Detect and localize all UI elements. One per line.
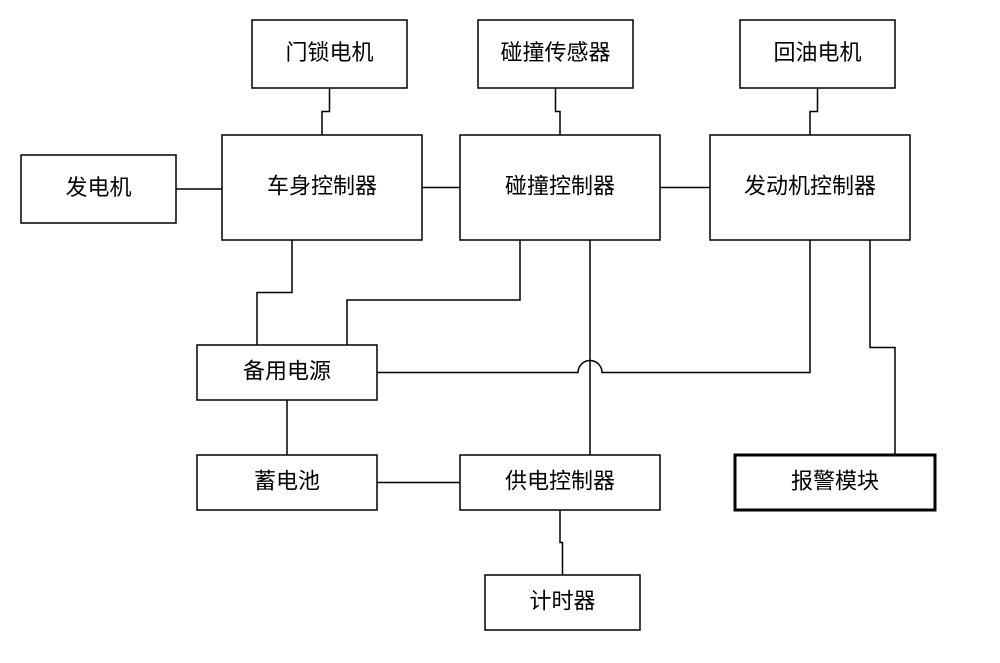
edge-body_ctrl-backup_power [257,240,292,345]
node-backup_power-label: 备用电源 [243,359,331,384]
edge-power_ctrl-timer [560,510,563,575]
node-door_lock_motor-label: 门锁电机 [285,40,373,65]
node-power_ctrl-label: 供电控制器 [505,469,615,494]
node-timer: 计时器 [485,575,640,630]
block-diagram: 门锁电机 碰撞传感器 回油电机发电机 车身控制器 碰撞控制器 发动机控制器备用电源蓄电池 供… [0,0,1000,663]
node-engine_ctrl-label: 发动机控制器 [744,174,876,199]
node-crash_sensor: 碰撞传感器 [478,20,633,88]
node-body_ctrl-label: 车身控制器 [267,174,377,199]
node-battery: 蓄电池 [197,455,377,510]
node-generator: 发电机 [21,155,176,223]
node-generator-label: 发电机 [65,175,131,200]
edge-crash_ctrl-backup_power [347,240,520,345]
node-backup_power: 备用电源 [197,345,377,400]
node-engine_ctrl: 发动机控制器 [710,135,910,240]
edge-engine_ctrl-alarm [870,240,895,455]
edge-oil_return_motor-engine_ctrl [810,88,818,135]
edge-backup_power-engine_ctrl [377,240,810,373]
node-crash_ctrl: 碰撞控制器 [460,135,660,240]
edge-generator-body_ctrl [176,188,222,190]
node-oil_return_motor: 回油电机 [740,20,895,88]
node-timer-label: 计时器 [529,589,595,614]
node-alarm: 报警模块 [735,455,935,510]
edge-crash_sensor-crash_ctrl [556,88,561,135]
node-power_ctrl: 供电控制器 [460,455,660,510]
node-crash_sensor-label: 碰撞传感器 [500,40,610,65]
node-alarm-label: 报警模块 [791,469,879,494]
node-oil_return_motor-label: 回油电机 [773,40,861,65]
node-battery-label: 蓄电池 [254,469,320,494]
edge-door_lock_motor-body_ctrl [322,88,330,135]
node-crash_ctrl-label: 碰撞控制器 [505,174,615,199]
node-door_lock_motor: 门锁电机 [252,20,407,88]
node-body_ctrl: 车身控制器 [222,135,422,240]
